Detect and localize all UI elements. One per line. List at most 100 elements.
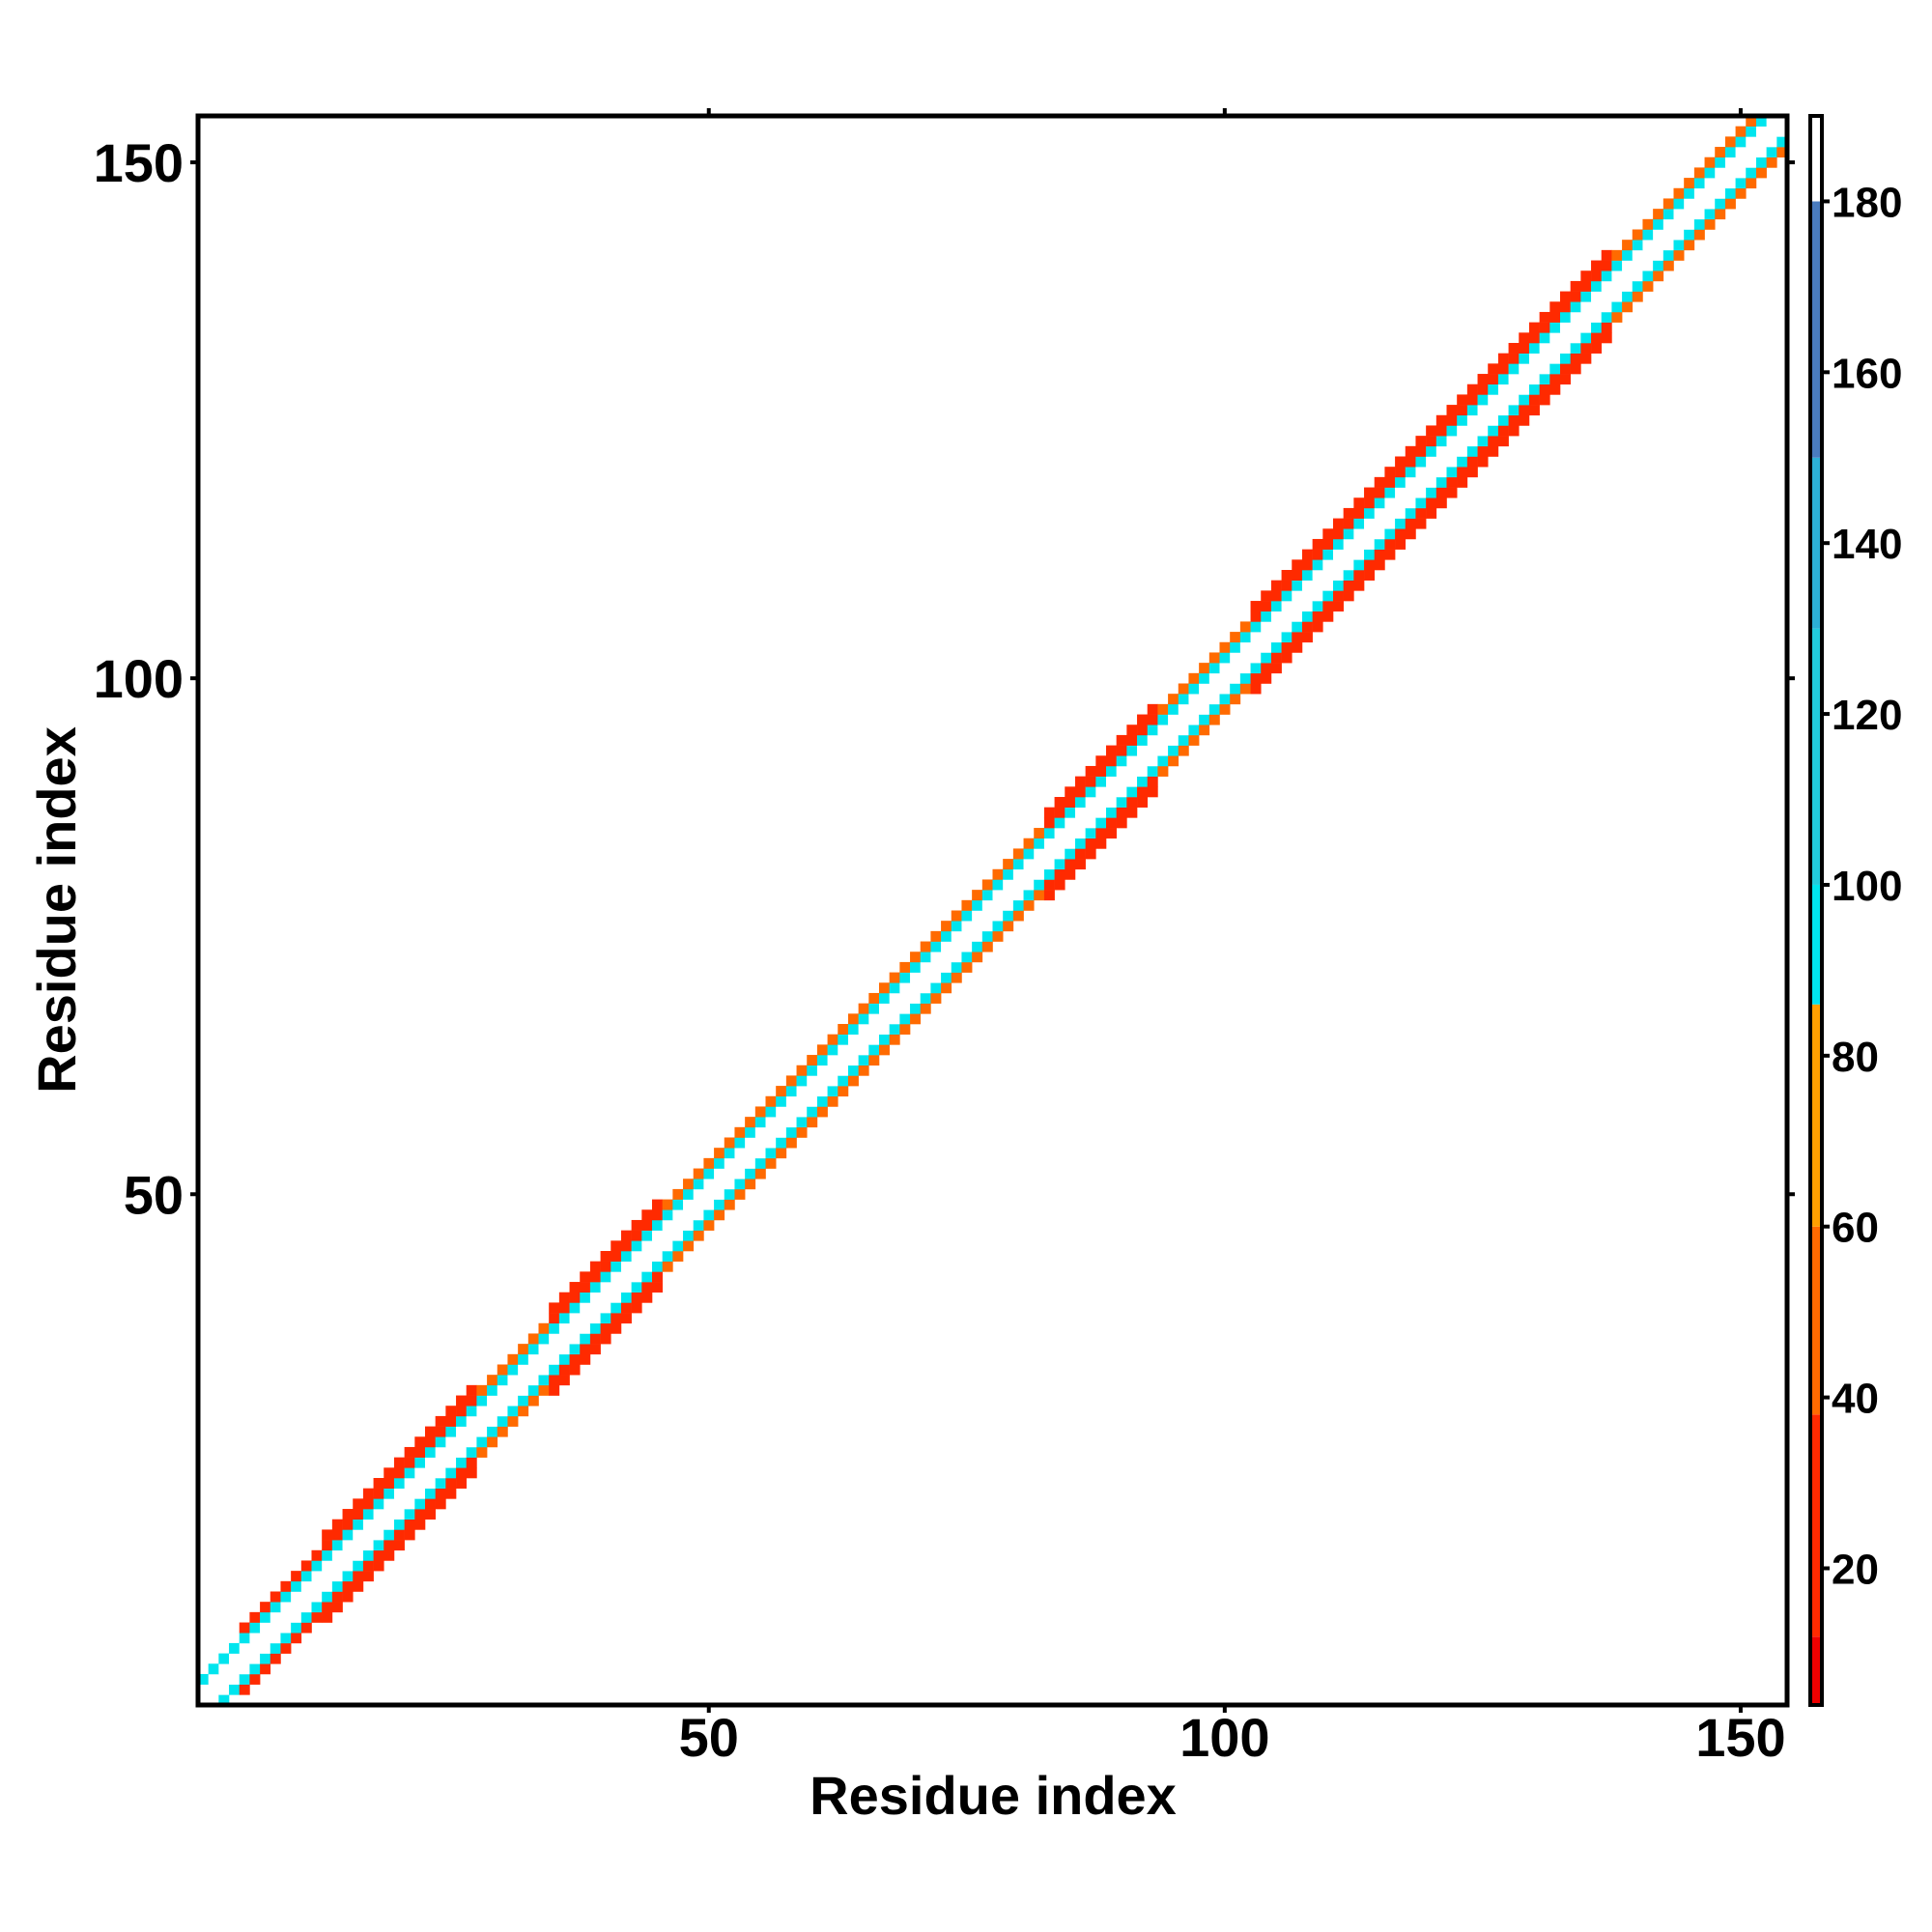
heatmap-cell [466,1406,477,1417]
heatmap-cell [1580,291,1592,302]
heatmap-cell [652,1282,663,1293]
heatmap-cell [879,982,890,994]
heatmap-cell [1219,641,1231,653]
heatmap-cell [1199,663,1210,674]
heatmap-cell [435,1426,446,1437]
heatmap-cell [1270,652,1282,664]
heatmap-cell [683,1179,695,1190]
heatmap-cell [384,1488,395,1499]
heatmap-cell [1301,611,1313,622]
heatmap-cell [322,1549,333,1561]
heatmap-cell [600,1302,611,1314]
heatmap-cell [1693,209,1705,220]
colorbar-segment [1810,1004,1822,1227]
heatmap-cell [1405,518,1416,529]
heatmap-cell [930,952,942,963]
heatmap-cell [1488,374,1499,385]
heatmap-cell [1735,136,1747,148]
heatmap-cell [1085,776,1096,787]
heatmap-cell [992,868,1004,880]
heatmap-cell [384,1478,395,1489]
heatmap-cell [1043,807,1055,818]
heatmap-cell [1528,353,1540,364]
heatmap-cell [972,941,983,952]
heatmap-cell [393,1488,405,1499]
heatmap-cell [1435,414,1447,426]
heatmap-cell [1715,187,1726,199]
heatmap-cell [342,1529,354,1541]
heatmap-cell [1560,363,1571,375]
heatmap-cell [693,1168,704,1179]
heatmap-cell [1457,394,1468,406]
heatmap-cell [1301,580,1313,591]
heatmap-cell [1735,167,1747,179]
colorbar-segment [1810,1226,1822,1415]
heatmap-cell [466,1415,477,1427]
heatmap-cell [1653,229,1664,241]
heatmap-cell [1611,311,1623,323]
heatmap-cell [1003,910,1014,922]
heatmap-cell [1395,476,1406,488]
heatmap-cell [1054,807,1065,818]
heatmap-cell [456,1426,468,1437]
colorbar-segment [1810,201,1822,458]
heatmap-cell [641,1209,653,1221]
heatmap-cell [425,1478,436,1489]
heatmap-cell [1023,859,1035,870]
heatmap-cell [1043,879,1055,891]
heatmap-cell [1746,116,1757,127]
heatmap-cell [1549,353,1561,364]
heatmap-cell [589,1282,601,1293]
heatmap-cell [1230,694,1241,705]
heatmap-cell [414,1436,426,1448]
heatmap-cell [847,1055,859,1066]
heatmap-cell [1095,786,1107,798]
heatmap-cell [466,1457,477,1468]
heatmap-cell [384,1498,395,1510]
heatmap-cell [1549,301,1561,313]
heatmap-cell [1549,332,1561,344]
heatmap-cell [1405,467,1416,478]
heatmap-cell [1085,786,1096,798]
heatmap-cell [920,982,931,994]
heatmap-cell [734,1148,746,1159]
heatmap-cell [1508,374,1520,385]
heatmap-cell [641,1240,653,1252]
heatmap-cell [1230,652,1241,664]
heatmap-cell [1374,507,1385,519]
heatmap-cell [1415,456,1427,468]
heatmap-cell [961,941,973,952]
heatmap-cell [569,1364,581,1376]
heatmap-cell [1488,394,1499,406]
heatmap-cell [1322,528,1334,540]
heatmap-cell [549,1302,560,1314]
heatmap-cell [785,1117,797,1128]
heatmap-cell [1095,755,1107,767]
heatmap-cell [280,1633,292,1644]
heatmap-cell [1292,632,1303,643]
x-tick-label: 150 [1695,1707,1785,1768]
heatmap-cell [322,1560,333,1572]
heatmap-cell [1281,570,1293,581]
heatmap-cell [631,1302,642,1314]
heatmap-cell [745,1157,756,1169]
heatmap-cell [1560,322,1571,333]
heatmap-cell [1012,899,1024,911]
heatmap-cell [1435,425,1447,437]
heatmap-cell [889,1013,900,1025]
heatmap-cell [858,1055,869,1066]
heatmap-cell [652,1251,663,1262]
heatmap-cell [414,1446,426,1458]
heatmap-cell [1374,559,1385,571]
heatmap-cell [1023,890,1035,901]
heatmap-cell [229,1684,241,1695]
heatmap-cell [362,1509,374,1520]
heatmap-cell [1322,549,1334,560]
heatmap-cell [631,1230,642,1241]
heatmap-cell [868,1013,880,1025]
heatmap-cell [1497,384,1509,395]
heatmap-cell [1384,528,1396,540]
heatmap-cell [1054,828,1065,839]
heatmap-cell [1126,807,1138,818]
heatmap-cell [724,1188,735,1200]
